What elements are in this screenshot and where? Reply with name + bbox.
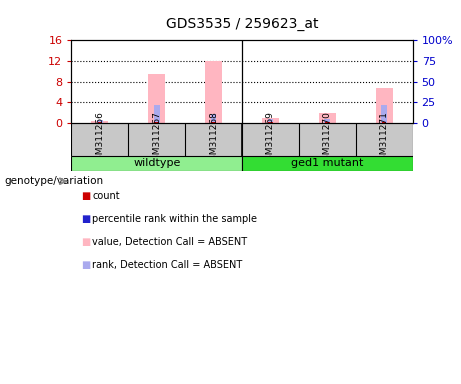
Text: count: count — [92, 191, 120, 201]
Text: ■: ■ — [81, 214, 90, 224]
Text: ged1 mutant: ged1 mutant — [291, 158, 363, 168]
Bar — [98, 122, 102, 123]
Text: ■: ■ — [81, 260, 90, 270]
Bar — [268, 119, 273, 123]
Bar — [319, 113, 336, 123]
Bar — [154, 122, 159, 123]
Bar — [91, 121, 108, 123]
Bar — [154, 105, 160, 123]
Bar — [381, 105, 387, 123]
Text: GSM311268: GSM311268 — [209, 111, 218, 166]
Text: GSM311266: GSM311266 — [95, 111, 104, 166]
Text: GSM311271: GSM311271 — [380, 111, 389, 166]
Bar — [71, 156, 242, 171]
Bar — [325, 119, 330, 123]
Bar — [268, 122, 273, 123]
Text: genotype/variation: genotype/variation — [5, 176, 104, 186]
Bar — [376, 88, 393, 123]
Text: GSM311269: GSM311269 — [266, 111, 275, 166]
Text: rank, Detection Call = ABSENT: rank, Detection Call = ABSENT — [92, 260, 242, 270]
Text: GSM311270: GSM311270 — [323, 111, 332, 166]
Bar — [211, 122, 216, 123]
Bar — [262, 119, 279, 123]
Bar — [97, 120, 103, 123]
Bar — [148, 74, 165, 123]
Text: ■: ■ — [81, 191, 90, 201]
Bar — [211, 114, 217, 123]
Text: percentile rank within the sample: percentile rank within the sample — [92, 214, 257, 224]
Text: value, Detection Call = ABSENT: value, Detection Call = ABSENT — [92, 237, 247, 247]
Text: GDS3535 / 259623_at: GDS3535 / 259623_at — [166, 17, 318, 31]
Bar — [205, 61, 222, 123]
Bar — [382, 122, 386, 123]
Bar — [242, 156, 413, 171]
Text: wildtype: wildtype — [133, 158, 180, 168]
Bar — [325, 122, 330, 123]
Text: ■: ■ — [81, 237, 90, 247]
Text: GSM311267: GSM311267 — [152, 111, 161, 166]
